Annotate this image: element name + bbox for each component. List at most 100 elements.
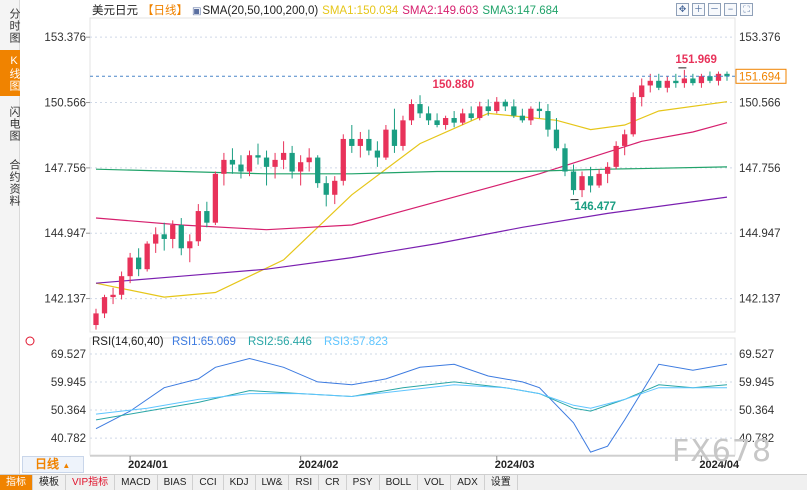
- indicator-tab-cr[interactable]: CR: [319, 475, 347, 490]
- candle-body: [587, 176, 594, 186]
- candle-body: [417, 104, 423, 114]
- last-price-label: 151.694: [739, 71, 781, 83]
- candle-body: [673, 80, 679, 84]
- rsi-y-tick-right: 59.945: [739, 377, 774, 389]
- move-icon[interactable]: ✥: [676, 3, 689, 16]
- candle-body: [656, 80, 662, 88]
- sma2-line: [95, 122, 728, 231]
- indicator-tab-cci[interactable]: CCI: [193, 475, 224, 490]
- expand-icon[interactable]: ⛶: [740, 3, 753, 16]
- indicator-tab-psy[interactable]: PSY: [347, 475, 380, 490]
- minus-icon[interactable]: −: [724, 3, 737, 16]
- main-y-tick-right: 147.756: [739, 163, 781, 175]
- candle-body: [340, 138, 346, 181]
- sun-icon: [25, 336, 35, 346]
- main-y-tick-left: 142.137: [44, 294, 86, 306]
- indicator-tab-adx[interactable]: ADX: [451, 475, 485, 490]
- rsi-pane-frame: [89, 337, 736, 456]
- indicator-tab-vip2[interactable]: VIP指标: [66, 475, 116, 490]
- candle-body: [289, 152, 295, 172]
- indicator-tab-boll[interactable]: BOLL: [380, 475, 419, 490]
- indicator-tab-rsi[interactable]: RSI: [289, 475, 320, 490]
- candle-body: [690, 78, 696, 84]
- indicator-tab-14[interactable]: 设置: [485, 475, 518, 490]
- candle-body: [357, 138, 363, 146]
- annotation-high-2: 151.969: [675, 54, 717, 66]
- rsi1-line: [95, 357, 728, 453]
- indicator-tab-1[interactable]: 模板: [33, 475, 66, 490]
- candle-body: [622, 134, 628, 146]
- candle-body: [263, 157, 270, 167]
- chart-canvas: 153.376 153.376 150.566 150.566 147.756 147.7…: [25, 17, 787, 471]
- main-y-tick-left: 150.566: [44, 98, 86, 110]
- indicator-tab-bar: 指标 模板 VIP指标 MACD BIAS CCI KDJ LW& RSI CR PSY BOLL VO…: [0, 474, 807, 490]
- sma3-value: SMA3:147.684: [482, 5, 559, 17]
- sma-params: SMA(20,50,100,200,0): [202, 5, 319, 17]
- candle-body: [400, 120, 406, 146]
- sidebar-tab-2[interactable]: 闪电图: [8, 106, 20, 142]
- candle-body: [161, 234, 167, 239]
- rsi-y-tick-left: 69.527: [51, 349, 86, 361]
- candle-body: [383, 129, 389, 158]
- rsi-y-tick-left: 59.945: [51, 377, 86, 389]
- candle-body: [204, 211, 210, 223]
- candle-body: [536, 108, 543, 112]
- x-tick-label: 2024/04: [699, 459, 740, 471]
- sidebar-tab-1[interactable]: K线图: [0, 50, 20, 96]
- zoom-in-icon[interactable]: ＋: [692, 3, 705, 16]
- candle-body: [255, 155, 261, 158]
- candle-body: [315, 157, 321, 184]
- candle-body: [570, 171, 577, 191]
- main-y-tick-left: 144.947: [44, 228, 86, 240]
- rsi-y-tick-left: 50.364: [51, 405, 87, 417]
- chart-toolbar: ✥ ＋－ − ⛶: [676, 3, 756, 16]
- candle-body: [93, 313, 99, 326]
- rsi3-value: RSI3:57.823: [324, 336, 388, 348]
- candle-body: [187, 241, 193, 249]
- candle-body: [170, 225, 176, 239]
- symbol-label: 美元日元: [92, 5, 138, 17]
- sma1-line: [95, 101, 728, 298]
- zoom-out-icon[interactable]: －: [708, 3, 721, 16]
- candle-body: [298, 162, 304, 172]
- rsi1-value: RSI1:65.069: [172, 336, 236, 348]
- main-y-tick-left: 153.376: [44, 32, 86, 44]
- period-label: 【日线】: [142, 5, 188, 17]
- candle-body: [280, 152, 287, 160]
- indicator-tab-lw[interactable]: LW&: [256, 475, 290, 490]
- candle-body: [604, 166, 611, 174]
- candle-body: [528, 108, 534, 121]
- candle-body: [366, 138, 372, 151]
- indicator-tab-bias[interactable]: BIAS: [158, 475, 194, 490]
- rsi2-value: RSI2:56.446: [248, 336, 312, 348]
- candle-body: [101, 297, 108, 314]
- candle-body: [212, 173, 219, 223]
- candle-body: [374, 150, 381, 158]
- period-select[interactable]: 日线 ▲: [22, 456, 84, 473]
- candle-body: [613, 145, 619, 167]
- sidebar-tab-3[interactable]: 合约资料: [8, 159, 20, 207]
- period-select-value: 日线: [35, 457, 60, 471]
- indicator-tab-vol[interactable]: VOL: [418, 475, 452, 490]
- caret-up-icon: ▲: [62, 461, 71, 470]
- candle-body: [553, 129, 560, 149]
- sidebar: 分时图 K线图闪电图合约资料: [0, 0, 20, 474]
- candle-body: [442, 118, 449, 125]
- candle-body: [229, 159, 236, 165]
- candle-body: [681, 78, 688, 84]
- candle-body: [596, 173, 602, 186]
- indicator-tab-0[interactable]: 指标: [0, 475, 33, 490]
- main-y-tick-right: 142.137: [739, 294, 781, 306]
- last-price-tag: [735, 68, 787, 84]
- candle-body: [545, 111, 551, 130]
- candle-body: [562, 148, 568, 172]
- sidebar-tab-0[interactable]: 分时图: [8, 8, 20, 44]
- candle-body: [630, 97, 636, 135]
- candle-body: [477, 106, 483, 119]
- candle-body: [110, 294, 116, 298]
- indicator-tab-kdj[interactable]: KDJ: [224, 475, 256, 490]
- candle-body: [502, 101, 508, 107]
- candle-body: [391, 129, 398, 146]
- candle-body: [485, 106, 491, 112]
- indicator-tab-macd[interactable]: MACD: [115, 475, 158, 490]
